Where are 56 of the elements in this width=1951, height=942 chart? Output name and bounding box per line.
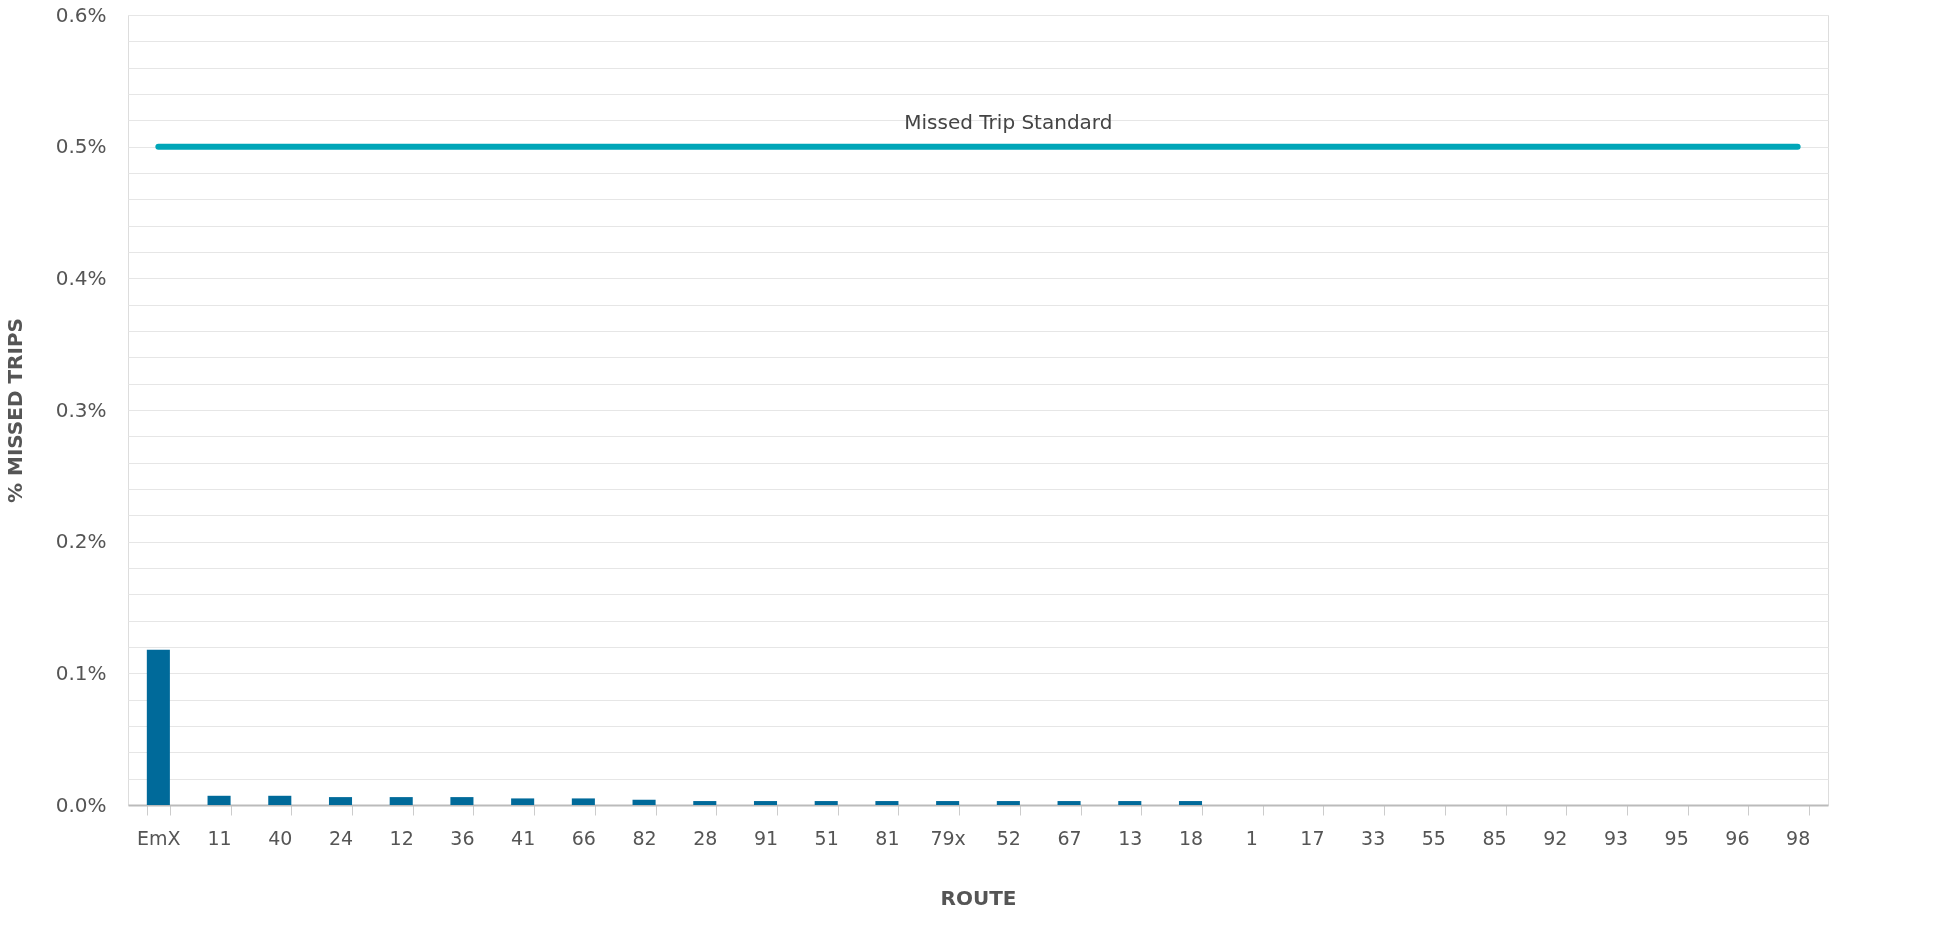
x-tick-label: 98 [1786,826,1811,849]
x-tick-label: 66 [571,826,596,849]
x-tick-label: 55 [1421,826,1446,849]
x-tick-label: 95 [1664,826,1689,849]
x-tick-label: 51 [814,826,839,849]
x-tick-label: 12 [389,826,414,849]
x-tick-label: 24 [328,826,354,849]
bar [996,801,1020,805]
y-tick-label: 0.1% [55,660,107,685]
x-tick-label: 18 [1178,826,1204,849]
bar [1118,801,1142,805]
x-tick-label: 36 [450,826,475,849]
x-tick-label: 17 [1300,826,1325,849]
x-axis-title: ROUTE [940,885,1017,910]
bar [632,799,656,805]
x-tick-label: 93 [1603,826,1629,849]
x-tick-label: 79x [930,826,966,849]
bar [328,797,353,805]
bar [875,801,899,805]
y-tick-label: 0.3% [55,397,107,422]
bar [268,795,292,805]
x-tick-label: 96 [1725,826,1750,849]
bar [936,801,960,805]
x-tick-label: 28 [693,826,718,849]
y-tick-label: 0.6% [55,2,107,27]
bar [207,795,231,805]
x-tick-label: 91 [753,826,779,849]
x-tick-label: 67 [1057,826,1082,849]
x-tick-label: 1 [1245,826,1258,849]
x-tick-label: 82 [632,826,657,849]
x-tick-label: 92 [1543,826,1568,849]
x-tick-label: EmX [137,826,181,849]
x-tick-label: 85 [1482,826,1507,849]
x-tick-label: 40 [268,826,293,849]
bar [511,798,535,805]
bar [146,649,170,805]
bar [814,801,838,805]
y-tick-label: 0.5% [55,134,107,159]
y-tick-label: 0.0% [55,792,107,817]
bar [571,798,595,805]
bar [1057,801,1081,805]
bar [693,801,717,805]
bar [1178,801,1203,805]
x-tick-label: 52 [996,826,1021,849]
y-tick-label: 0.4% [55,265,107,290]
bar [389,797,413,805]
bar [450,797,474,805]
x-tick-label: 81 [875,826,900,849]
x-tick-label: 41 [511,826,536,849]
x-tick-label: 11 [207,826,232,849]
y-axis-title: % MISSED TRIPS [2,317,27,504]
x-tick-label: 13 [1118,826,1143,849]
bar [753,801,778,805]
y-tick-label: 0.2% [55,529,107,554]
ref-line-label: Missed Trip Standard [904,109,1113,134]
x-tick-label: 33 [1361,826,1386,849]
